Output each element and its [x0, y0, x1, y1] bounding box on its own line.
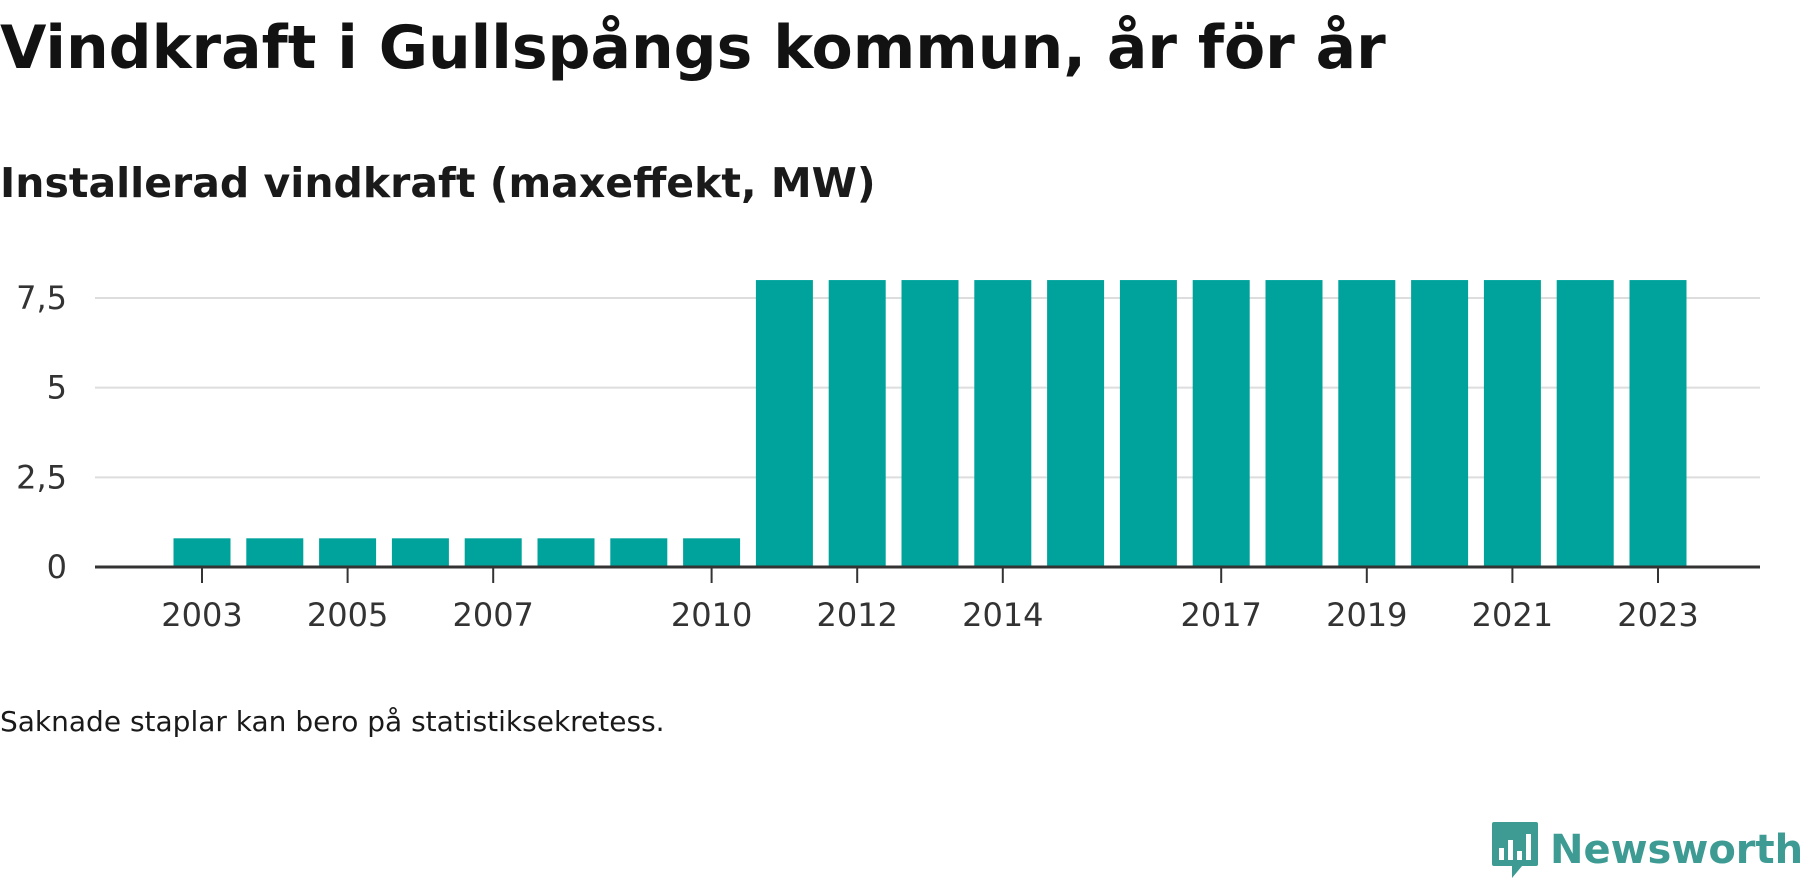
y-tick-label: 7,5	[16, 279, 67, 317]
bar-2004	[246, 538, 304, 567]
bar-2013	[901, 280, 959, 567]
brand-name: Newsworthy	[1550, 827, 1800, 873]
x-tick-label: 2019	[1326, 596, 1407, 634]
x-tick-label: 2014	[962, 596, 1043, 634]
x-tick-label: 2003	[161, 596, 242, 634]
bar-2011	[755, 280, 813, 567]
y-tick-label: 0	[47, 548, 67, 586]
x-tick-label: 2010	[671, 596, 752, 634]
brand-logo: Newsworthy	[1490, 820, 1800, 880]
bar-2015	[1047, 280, 1105, 567]
bar-2018	[1265, 280, 1323, 567]
bar-2014	[974, 280, 1032, 567]
x-tick-label: 2012	[816, 596, 897, 634]
x-tick-label: 2021	[1472, 596, 1553, 634]
bar-2021	[1483, 280, 1541, 567]
bar-2007	[464, 538, 522, 567]
newsworthy-logo-icon	[1492, 822, 1538, 878]
bars	[173, 280, 1687, 567]
bar-2003	[173, 538, 231, 567]
bar-2022	[1556, 280, 1614, 567]
bar-2017	[1192, 280, 1250, 567]
bar-2020	[1411, 280, 1469, 567]
bar-2009	[610, 538, 668, 567]
bar-2023	[1629, 280, 1687, 567]
bar-2010	[683, 538, 741, 567]
bar-2016	[1119, 280, 1177, 567]
x-tick-label: 2005	[307, 596, 388, 634]
bar-2005	[319, 538, 377, 567]
bar-2012	[828, 280, 886, 567]
bar-2008	[537, 538, 595, 567]
bar-2006	[391, 538, 449, 567]
bar-2019	[1338, 280, 1396, 567]
y-tick-label: 2,5	[16, 458, 67, 496]
chart-subtitle: Installerad vindkraft (maxeffekt, MW)	[0, 159, 876, 207]
footnote: Saknade staplar kan bero på statistiksek…	[0, 705, 665, 738]
x-tick-label: 2023	[1617, 596, 1698, 634]
axes: 0 2,5 5 7,5 2003 2005 2007 2010 2012 2014 2017 2019…	[16, 279, 1760, 634]
chart-title: Vindkraft i Gullspångs kommun, år för år	[0, 13, 1386, 83]
x-tick-label: 2007	[452, 596, 533, 634]
x-tick-label: 2017	[1180, 596, 1261, 634]
y-tick-label: 5	[47, 369, 67, 407]
